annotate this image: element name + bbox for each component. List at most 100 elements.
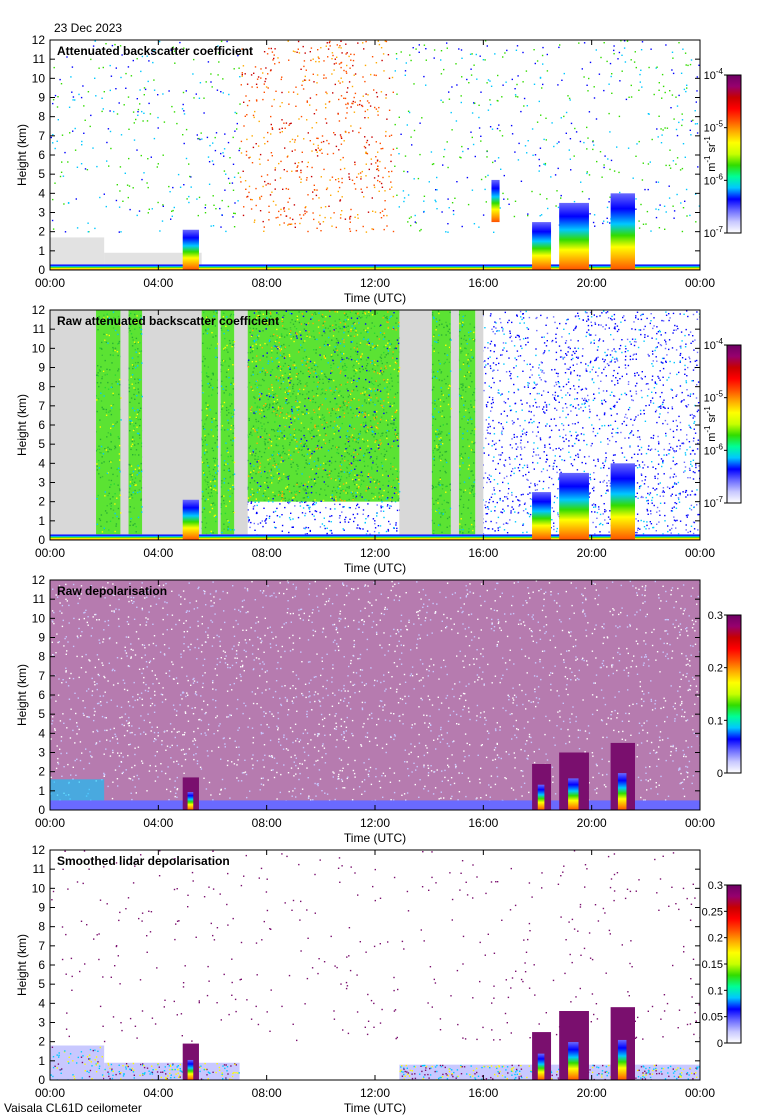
noise-pixel: [691, 465, 693, 467]
noise-pixel: [659, 502, 662, 504]
noise-pixel: [624, 437, 626, 439]
noise-pixel: [694, 432, 697, 434]
noise-pixel: [381, 59, 383, 62]
noise-pixel: [336, 44, 338, 46]
noise-pixel: [461, 57, 463, 59]
noise-pixel: [670, 446, 672, 449]
noise-pixel: [211, 160, 214, 162]
noise-pixel: [617, 58, 619, 60]
noise-pixel: [229, 157, 231, 159]
noise-pixel: [603, 479, 605, 482]
noise-pixel: [583, 433, 585, 436]
noise-pixel: [488, 474, 491, 476]
noise-pixel: [292, 50, 295, 52]
noise-pixel: [676, 157, 679, 159]
noise-pixel: [577, 456, 580, 458]
noise-pixel: [638, 449, 641, 451]
noise-pixel: [313, 113, 316, 115]
noise-pixel: [544, 412, 546, 414]
noise-pixel: [359, 528, 362, 530]
noise-pixel: [460, 157, 462, 159]
noise-pixel: [560, 197, 562, 199]
noise-pixel: [324, 118, 327, 120]
noise-pixel: [388, 507, 391, 509]
noise-pixel: [478, 226, 480, 228]
noise-pixel: [394, 123, 396, 126]
noise-pixel: [592, 399, 595, 401]
noise-pixel: [538, 100, 540, 103]
noise-pixel: [526, 431, 528, 433]
noise-pixel: [673, 506, 675, 508]
noise-pixel: [595, 358, 597, 360]
noise-pixel: [305, 206, 307, 208]
noise-pixel: [396, 58, 398, 60]
noise-pixel: [411, 144, 413, 146]
noise-pixel: [354, 517, 356, 519]
noise-pixel: [379, 181, 381, 183]
noise-pixel: [270, 69, 272, 71]
noise-pixel: [575, 327, 577, 329]
noise-pixel: [179, 41, 181, 44]
noise-pixel: [307, 132, 309, 134]
noise-pixel: [304, 75, 306, 78]
noise-pixel: [625, 393, 628, 396]
noise-pixel: [317, 147, 319, 149]
noise-pixel: [671, 389, 673, 391]
noise-pixel: [527, 213, 529, 215]
noise-pixel: [391, 76, 394, 79]
noise-pixel: [222, 152, 224, 154]
noise-pixel: [692, 335, 694, 337]
noise-pixel: [316, 151, 318, 153]
noise-pixel: [118, 206, 121, 208]
noise-pixel: [675, 96, 677, 98]
noise-pixel: [125, 87, 127, 89]
noise-pixel: [488, 478, 490, 481]
noise-pixel: [257, 523, 259, 525]
noise-pixel: [495, 364, 497, 366]
noise-pixel: [535, 435, 538, 437]
noise-pixel: [544, 162, 547, 165]
noise-pixel: [147, 158, 149, 160]
y-axis-label: Height (km): [15, 124, 29, 186]
noise-pixel: [507, 482, 509, 485]
noise-pixel: [63, 203, 65, 205]
noise-pixel: [128, 185, 131, 187]
cloud-region: [532, 222, 552, 270]
noise-pixel: [490, 520, 492, 523]
noise-pixel: [404, 70, 407, 72]
noise-pixel: [342, 156, 344, 159]
noise-pixel: [365, 533, 368, 535]
noise-pixel: [492, 401, 494, 404]
noise-pixel: [304, 501, 306, 504]
noise-pixel: [392, 230, 395, 233]
noise-pixel: [321, 135, 324, 137]
noise-pixel: [612, 459, 614, 462]
noise-pixel: [461, 225, 463, 228]
noise-pixel: [692, 380, 694, 382]
noise-pixel: [499, 130, 501, 132]
noise-pixel: [588, 77, 590, 80]
noise-pixel: [138, 210, 141, 212]
noise-pixel: [592, 148, 594, 151]
noise-pixel: [569, 138, 572, 140]
noise-pixel: [222, 78, 224, 80]
noise-pixel: [598, 324, 600, 326]
noise-pixel: [687, 64, 689, 67]
noise-pixel: [640, 389, 643, 392]
noise-pixel: [392, 195, 395, 198]
noise-pixel: [288, 103, 290, 105]
noise-pixel: [440, 73, 443, 75]
noise-pixel: [199, 82, 202, 84]
noise-pixel: [635, 531, 637, 534]
noise-pixel: [303, 60, 306, 62]
noise-pixel: [111, 44, 114, 47]
noise-pixel: [639, 73, 641, 76]
noise-pixel: [297, 40, 300, 43]
noise-pixel: [451, 129, 453, 131]
noise-pixel: [201, 138, 203, 140]
noise-pixel: [662, 406, 665, 408]
noise-pixel: [642, 467, 644, 469]
noise-pixel: [263, 226, 265, 228]
noise-pixel: [203, 112, 205, 114]
noise-pixel: [620, 40, 622, 42]
